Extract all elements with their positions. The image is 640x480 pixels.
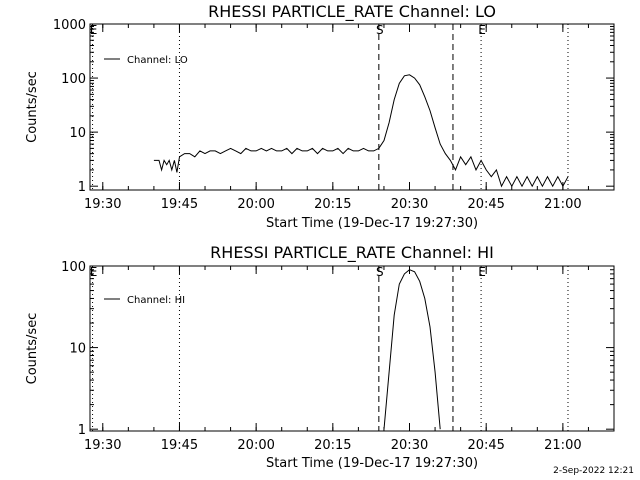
y-tick-label: 100 (61, 260, 86, 275)
y-tick-label: 100 (61, 72, 86, 87)
x-tick-label: 20:00 (237, 197, 274, 212)
y-tick-label: 1000 (53, 18, 86, 33)
chart-title: RHESSI PARTICLE_RATE Channel: LO (208, 2, 496, 22)
panel-lo: RHESSI PARTICLE_RATE Channel: LOE S E11010… (25, 2, 615, 231)
x-tick-label: 19:45 (161, 197, 198, 212)
plot-frame (89, 265, 615, 432)
x-tick-label: 20:15 (314, 197, 351, 212)
series-line (383, 269, 441, 430)
panel-hi: RHESSI PARTICLE_RATE Channel: HI E S E 1 10 10… (25, 243, 615, 471)
x-axis-label: Start Time (19-Dec-17 19:27:30) (266, 216, 478, 231)
y-axis-label: Counts/sec (25, 313, 40, 385)
y-tick-label: 10 (69, 342, 86, 357)
event-marker-label: S (376, 23, 384, 37)
legend-label: Channel: HI (127, 295, 185, 306)
y-axis-label: Counts/sec (25, 71, 40, 143)
plot-frame (89, 23, 615, 191)
series-line (153, 74, 569, 188)
x-tick-label: 21:00 (544, 438, 581, 453)
x-tick-label: 21:00 (544, 197, 581, 212)
chart-title: RHESSI PARTICLE_RATE Channel: HI (210, 243, 494, 263)
x-tick-label: 20:15 (314, 438, 351, 453)
x-tick-label: 20:00 (237, 438, 274, 453)
y-tick-label: 1 (78, 180, 86, 195)
x-axis-label: Start Time (19-Dec-17 19:27:30) (266, 456, 478, 471)
x-tick-label: 20:30 (391, 197, 428, 212)
x-tick-label: 20:30 (391, 438, 428, 453)
event-marker-label: S (376, 265, 384, 279)
x-tick-label: 20:45 (467, 197, 504, 212)
timestamp-label: 2-Sep-2022 12:21 (553, 466, 634, 476)
y-tick-label: 10 (69, 126, 86, 141)
y-tick-label: 1 (78, 423, 86, 438)
event-marker-label: E (90, 23, 98, 37)
x-tick-label: 19:45 (161, 438, 198, 453)
event-marker-label: E (478, 265, 486, 279)
event-marker-label: E (478, 23, 486, 37)
event-marker-label: E (90, 265, 98, 279)
x-tick-label: 20:45 (467, 438, 504, 453)
legend-label: Channel: LO (127, 55, 188, 66)
x-tick-label: 19:30 (84, 197, 121, 212)
x-tick-label: 19:30 (84, 438, 121, 453)
